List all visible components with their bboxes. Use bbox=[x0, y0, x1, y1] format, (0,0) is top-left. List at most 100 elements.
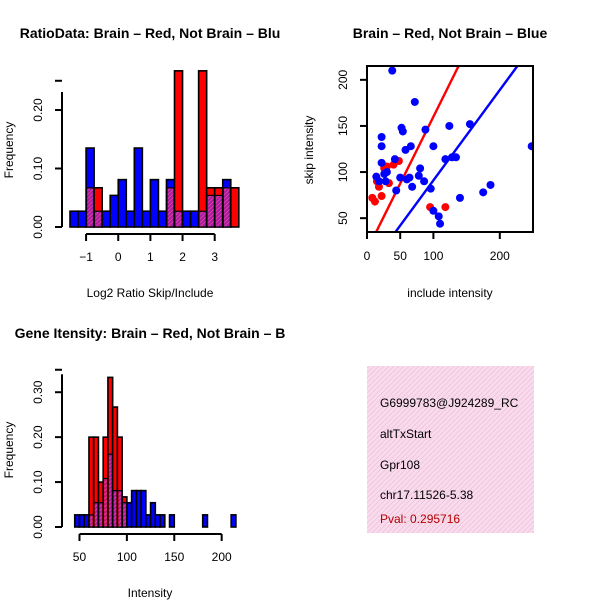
intensity-overlap-hatch bbox=[118, 516, 122, 520]
ratio-x-tick-label: 1 bbox=[147, 250, 154, 264]
intensity-overlap-bar bbox=[118, 490, 121, 527]
scatter-point-blue bbox=[527, 142, 533, 151]
scatter-point-red bbox=[374, 182, 383, 191]
ratio-overlap-bar bbox=[207, 195, 214, 227]
info-hatch-line bbox=[582, 363, 600, 533]
ratio-y-tick-label: 0.10 bbox=[31, 157, 45, 181]
scatter-point-blue bbox=[408, 182, 417, 191]
info-hatch-line bbox=[367, 366, 400, 399]
ratio-bar bbox=[125, 210, 136, 228]
intensity-x-tick-label: 50 bbox=[73, 550, 87, 564]
ratio-overlap-bar bbox=[87, 187, 93, 227]
ratio-overlap-bar bbox=[167, 187, 174, 227]
intensity-y-tick-label: 0.30 bbox=[31, 380, 45, 404]
scatter-x-tick-label: 50 bbox=[394, 249, 408, 263]
ratio-overlap-hatch bbox=[223, 189, 230, 196]
ratio-overlap-hatch bbox=[86, 213, 94, 220]
info-hatch-line bbox=[411, 410, 534, 533]
info-hatch-line bbox=[426, 425, 534, 533]
ratio-overlap-hatch bbox=[207, 205, 214, 212]
intensity-overlap-hatch bbox=[123, 512, 126, 516]
ratio-x-tick-label: −1 bbox=[79, 250, 93, 264]
intensity-overlap-hatch bbox=[123, 520, 126, 524]
ratio-overlap-hatch bbox=[167, 193, 174, 200]
intensity-overlap-hatch bbox=[108, 508, 112, 512]
ratio-overlap-hatch bbox=[167, 205, 174, 212]
intensity-overlap-hatch bbox=[104, 500, 108, 504]
intensity-overlap-hatch bbox=[104, 496, 108, 500]
info-hatch-line bbox=[367, 366, 430, 429]
intensity-y-tick-label: 0.00 bbox=[31, 515, 45, 539]
info-hatch-line bbox=[367, 366, 534, 533]
ratio-overlap-hatch bbox=[215, 217, 222, 224]
intensity-overlap-bar bbox=[90, 514, 93, 527]
scatter-point-blue bbox=[451, 153, 460, 162]
scatter-point-blue bbox=[441, 155, 450, 164]
scatter-plot: Brain – Red, Not Brain – Blue 0 50 100 200 5… bbox=[302, 25, 547, 300]
ratio-bar bbox=[117, 178, 128, 228]
intensity-overlap-bar bbox=[109, 454, 112, 527]
ratio-overlap-hatch bbox=[199, 221, 206, 228]
info-hatch-line bbox=[367, 366, 485, 484]
info-hatch-line bbox=[406, 405, 534, 533]
info-hatch-line bbox=[401, 400, 534, 533]
scatter-point-blue bbox=[455, 193, 464, 202]
ratio-overlap-hatch bbox=[86, 197, 94, 204]
intensity-overlap-hatch bbox=[104, 520, 108, 524]
ratio-bar bbox=[197, 70, 208, 228]
intensity-overlap-hatch bbox=[108, 460, 112, 464]
ratio-overlap-hatch bbox=[167, 213, 174, 220]
scatter-point-blue bbox=[377, 142, 386, 151]
ratio-overlap-hatch bbox=[207, 217, 214, 224]
intensity-overlap-hatch bbox=[104, 512, 108, 516]
scatter-point-blue bbox=[436, 219, 445, 228]
info-hatch-line bbox=[446, 445, 534, 533]
ratio-title: RatioData: Brain – Red, Not Brain – Blu bbox=[20, 25, 281, 41]
info-hatch-line bbox=[367, 366, 475, 474]
intensity-overlap-hatch bbox=[94, 508, 98, 512]
ratio-overlap-hatch bbox=[215, 201, 222, 208]
info-hatch-line bbox=[367, 366, 440, 439]
ratio-overlap-hatch bbox=[167, 197, 174, 204]
info-hatch-line bbox=[481, 480, 534, 533]
intensity-overlap-hatch bbox=[113, 496, 117, 500]
info-hatch-line bbox=[197, 363, 367, 533]
intensity-overlap-hatch bbox=[108, 520, 112, 524]
info-hatch-line bbox=[416, 415, 534, 533]
info-hatch-line bbox=[476, 475, 534, 533]
info-hatch-line bbox=[381, 380, 534, 533]
info-hatch-line bbox=[367, 366, 410, 409]
ratio-overlap-bar bbox=[175, 211, 182, 227]
scatter-point-blue bbox=[420, 177, 429, 186]
scatter-point-blue bbox=[486, 180, 495, 189]
ratio-bar bbox=[69, 210, 79, 228]
info-hatch-line bbox=[491, 490, 534, 533]
intensity-overlap-hatch bbox=[89, 516, 93, 520]
intensity-y-tick-label: 0.20 bbox=[31, 425, 45, 449]
intensity-title: Gene Itensity: Brain – Red, Not Brain – … bbox=[15, 325, 286, 341]
info-hatch-line bbox=[431, 430, 534, 533]
scatter-x-tick-label: 0 bbox=[364, 249, 371, 263]
ratio-overlap-hatch bbox=[95, 221, 102, 228]
info-hatch-line bbox=[367, 366, 500, 499]
ratio-bar bbox=[157, 210, 168, 228]
ratio-overlap-hatch bbox=[215, 197, 222, 204]
ratio-bar bbox=[109, 194, 120, 228]
ratio-bar bbox=[101, 210, 111, 228]
scatter-y-tick-label: 50 bbox=[336, 211, 350, 225]
info-hatch-line bbox=[451, 450, 534, 533]
scatter-point-blue bbox=[405, 173, 414, 182]
info-id: G6999783@J924289_RC bbox=[380, 396, 519, 410]
ratio-overlap-hatch bbox=[199, 217, 206, 224]
ratio-overlap-hatch bbox=[223, 213, 230, 220]
intensity-overlap-hatch bbox=[108, 480, 112, 484]
intensity-overlap-hatch bbox=[108, 500, 112, 504]
intensity-overlap-hatch bbox=[104, 504, 108, 508]
scatter-point-red bbox=[441, 203, 450, 212]
info-hatch-line bbox=[367, 366, 460, 459]
intensity-bar bbox=[159, 514, 166, 528]
ratio-overlap-hatch bbox=[215, 213, 222, 220]
ratio-bar bbox=[173, 70, 184, 228]
info-hatch-line bbox=[367, 366, 470, 469]
